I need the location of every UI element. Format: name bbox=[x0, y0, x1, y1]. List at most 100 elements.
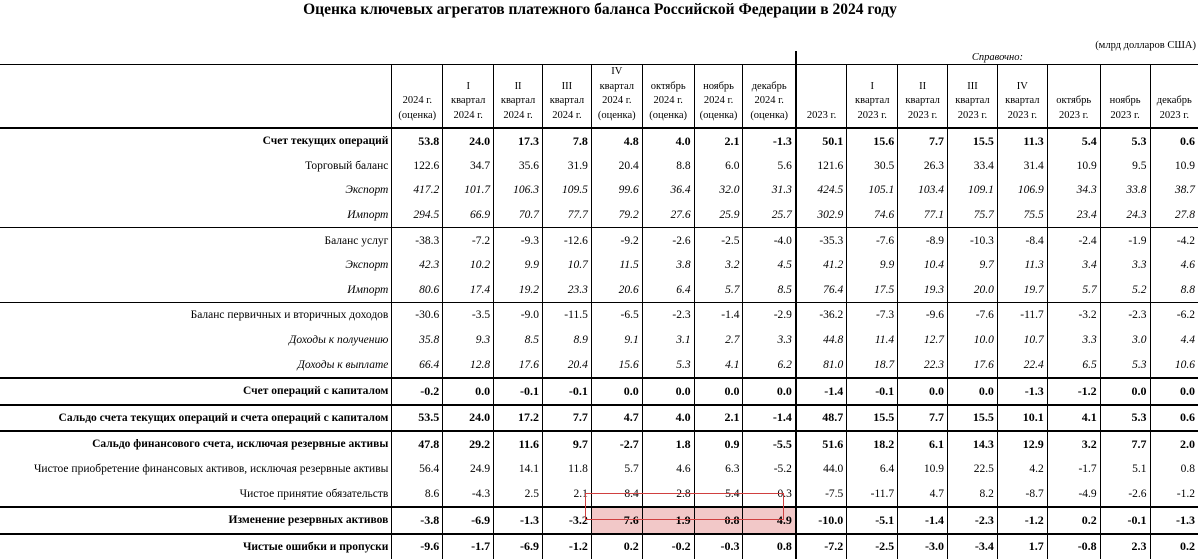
row-label: Торговый баланс bbox=[0, 154, 392, 179]
table-cell: 3.3 bbox=[1047, 328, 1100, 353]
table-cell: 5.3 bbox=[1100, 128, 1150, 154]
column-header: 2023 г. bbox=[796, 65, 847, 129]
column-header-line: квартал bbox=[544, 94, 590, 109]
table-cell: 9.7 bbox=[948, 253, 998, 278]
column-header-line: III bbox=[949, 80, 996, 95]
table-cell: 17.3 bbox=[494, 128, 543, 154]
table-cell: 15.6 bbox=[847, 128, 898, 154]
table-cell: -11.7 bbox=[997, 303, 1047, 328]
table-cell: -4.9 bbox=[1047, 481, 1100, 507]
table-cell: 4.7 bbox=[898, 481, 948, 507]
table-cell: 4.6 bbox=[642, 457, 694, 482]
table-cell: 4.9 bbox=[743, 507, 796, 534]
table-cell: -2.7 bbox=[591, 431, 642, 457]
table-cell: -1.3 bbox=[743, 128, 796, 154]
row-label: Импорт bbox=[0, 203, 392, 228]
table-cell: 10.6 bbox=[1150, 352, 1198, 378]
table-cell: 31.9 bbox=[542, 154, 591, 179]
table-cell: 4.6 bbox=[1150, 253, 1198, 278]
column-header-line: 2024 г. bbox=[744, 94, 793, 109]
table-cell: -1.9 bbox=[1100, 228, 1150, 253]
table-cell: 0.8 bbox=[1150, 457, 1198, 482]
column-header-line: ноябрь bbox=[696, 80, 742, 95]
table-cell: 24.0 bbox=[443, 128, 494, 154]
table-cell: 6.3 bbox=[694, 457, 743, 482]
table-cell: 19.2 bbox=[494, 278, 543, 303]
table-cell: 74.6 bbox=[847, 203, 898, 228]
table-cell: 0.0 bbox=[694, 378, 743, 405]
column-header-line: 2023 г. bbox=[999, 109, 1046, 124]
table-cell: 5.7 bbox=[1047, 278, 1100, 303]
table-cell: -7.6 bbox=[847, 228, 898, 253]
table-cell: 5.7 bbox=[591, 457, 642, 482]
table-cell: -2.3 bbox=[948, 507, 998, 534]
table-cell: -30.6 bbox=[392, 303, 443, 328]
table-cell: 30.5 bbox=[847, 154, 898, 179]
table-cell: -12.6 bbox=[542, 228, 591, 253]
table-cell: -7.6 bbox=[948, 303, 998, 328]
table-cell: -2.3 bbox=[642, 303, 694, 328]
table-cell: 2.3 bbox=[1100, 534, 1150, 559]
spravochno-label: Справочно: bbox=[796, 51, 1198, 65]
table-cell: 6.4 bbox=[642, 278, 694, 303]
table-cell: 35.6 bbox=[494, 154, 543, 179]
table-cell: 18.2 bbox=[847, 431, 898, 457]
table-cell: 41.2 bbox=[796, 253, 847, 278]
table-cell: 294.5 bbox=[392, 203, 443, 228]
table-cell: 3.3 bbox=[743, 328, 796, 353]
table-cell: 10.9 bbox=[898, 457, 948, 482]
table-cell: 11.6 bbox=[494, 431, 543, 457]
table-cell: 5.3 bbox=[1100, 352, 1150, 378]
table-cell: 56.4 bbox=[392, 457, 443, 482]
table-cell: -9.2 bbox=[591, 228, 642, 253]
table-cell: 9.5 bbox=[1100, 154, 1150, 179]
table-cell: 5.4 bbox=[1047, 128, 1100, 154]
table-cell: 6.0 bbox=[694, 154, 743, 179]
table-cell: 0.6 bbox=[1150, 128, 1198, 154]
table-cell: -1.2 bbox=[542, 534, 591, 559]
table-cell: 10.0 bbox=[948, 328, 998, 353]
table-cell: 0.2 bbox=[591, 534, 642, 559]
column-header-line: квартал bbox=[848, 94, 896, 109]
table-cell: 34.7 bbox=[443, 154, 494, 179]
table-cell: -38.3 bbox=[392, 228, 443, 253]
table-cell: 7.7 bbox=[898, 128, 948, 154]
table-cell: -4.2 bbox=[1150, 228, 1198, 253]
table-cell: 0.2 bbox=[1047, 507, 1100, 534]
table-cell: 22.3 bbox=[898, 352, 948, 378]
column-header-line: квартал bbox=[999, 94, 1046, 109]
table-cell: -1.4 bbox=[694, 303, 743, 328]
table-cell: 33.8 bbox=[1100, 178, 1150, 203]
table-cell: 20.6 bbox=[591, 278, 642, 303]
table-cell: 20.0 bbox=[948, 278, 998, 303]
table-cell: 38.7 bbox=[1150, 178, 1198, 203]
table-cell: 3.1 bbox=[642, 328, 694, 353]
table-cell: 75.5 bbox=[997, 203, 1047, 228]
table-cell: 106.9 bbox=[997, 178, 1047, 203]
table-cell: -8.9 bbox=[898, 228, 948, 253]
table-cell: 3.4 bbox=[1047, 253, 1100, 278]
row-label: Счет операций с капиталом bbox=[0, 378, 392, 405]
table-cell: 25.7 bbox=[743, 203, 796, 228]
table-cell: -1.4 bbox=[796, 378, 847, 405]
column-header-line: декабрь bbox=[744, 80, 793, 95]
column-header-line: квартал bbox=[444, 94, 492, 109]
table-cell: 12.7 bbox=[898, 328, 948, 353]
table-cell: -0.2 bbox=[642, 534, 694, 559]
table-cell: 18.7 bbox=[847, 352, 898, 378]
table-cell: -11.7 bbox=[847, 481, 898, 507]
table-cell: 31.4 bbox=[997, 154, 1047, 179]
table-cell: -2.3 bbox=[1100, 303, 1150, 328]
table-cell: 2.1 bbox=[542, 481, 591, 507]
table-cell: 80.6 bbox=[392, 278, 443, 303]
table-cell: 10.1 bbox=[997, 405, 1047, 432]
table-cell: -2.5 bbox=[847, 534, 898, 559]
table-cell: -2.4 bbox=[1047, 228, 1100, 253]
table-cell: 47.8 bbox=[392, 431, 443, 457]
